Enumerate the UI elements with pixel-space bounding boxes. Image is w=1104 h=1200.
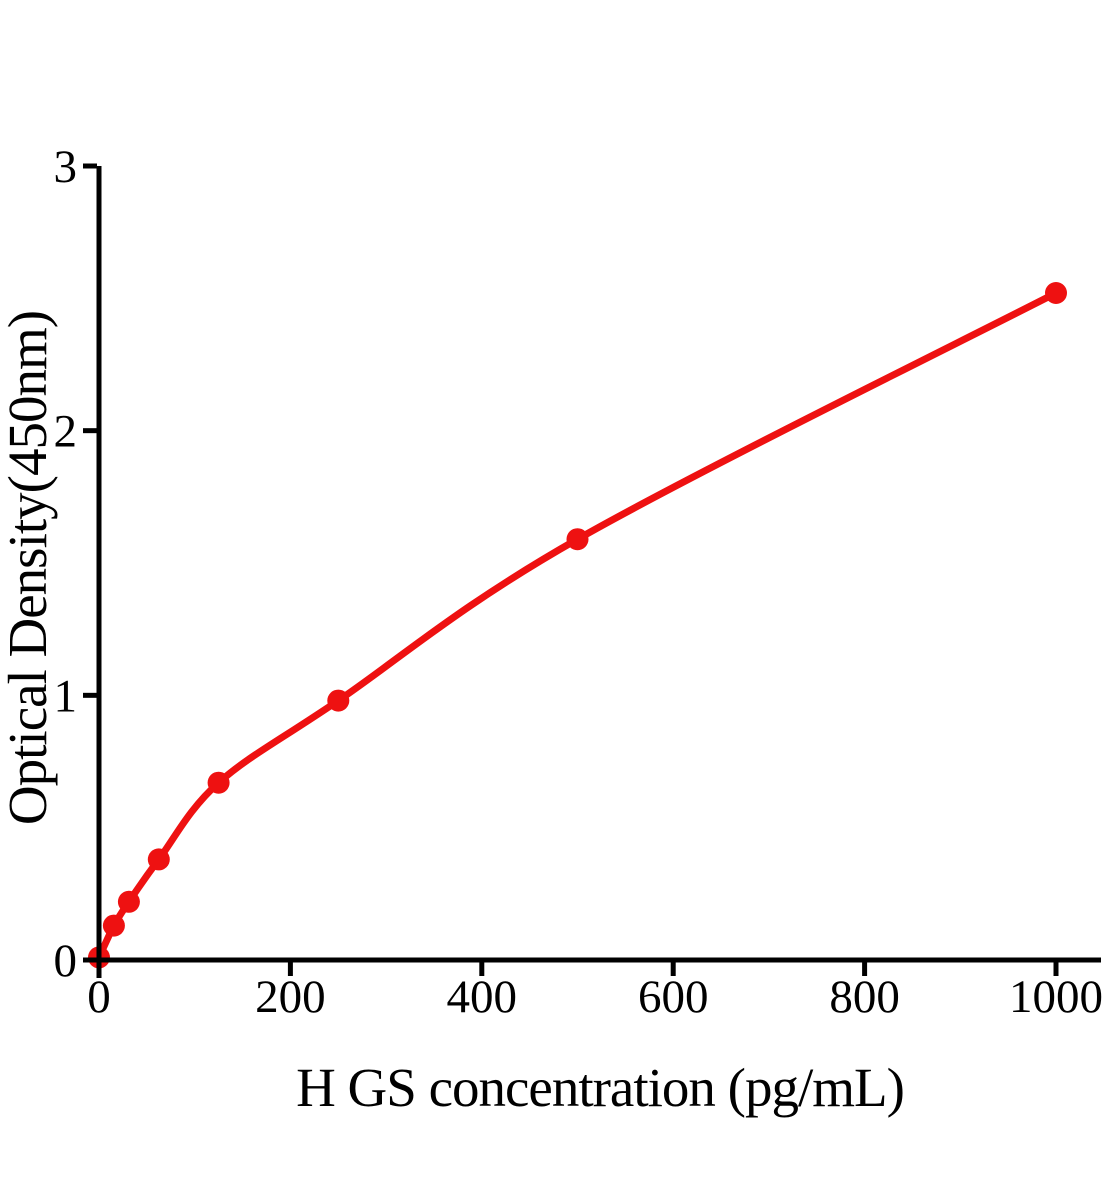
x-tick-label: 200 <box>255 971 326 1023</box>
data-point <box>327 689 350 712</box>
tick-labels-layer: 0 200 400 600 800 1000 0 1 2 3 <box>54 141 1104 1023</box>
data-point <box>566 528 589 551</box>
data-point <box>117 890 140 913</box>
y-tick-label: 1 <box>54 670 78 722</box>
series-layer <box>88 282 1067 969</box>
data-point <box>207 771 230 794</box>
curve-path <box>95 289 1060 961</box>
axes-layer <box>83 163 1101 978</box>
data-point <box>102 914 125 937</box>
y-tick-label: 0 <box>54 935 78 987</box>
data-point <box>147 848 170 871</box>
y-tick-label: 3 <box>54 141 78 193</box>
x-tick-label: 800 <box>829 971 900 1023</box>
y-axis-title: Optical Density(450nm) <box>0 311 58 825</box>
data-point <box>1045 282 1067 304</box>
x-axis-title: H GS concentration (pg/mL) <box>296 1057 904 1118</box>
x-tick-label: 1000 <box>1009 971 1103 1023</box>
x-tick-label: 400 <box>447 971 518 1023</box>
y-tick-label: 2 <box>54 406 78 458</box>
x-tick-label: 600 <box>638 971 709 1023</box>
x-tick-label: 0 <box>87 971 111 1023</box>
